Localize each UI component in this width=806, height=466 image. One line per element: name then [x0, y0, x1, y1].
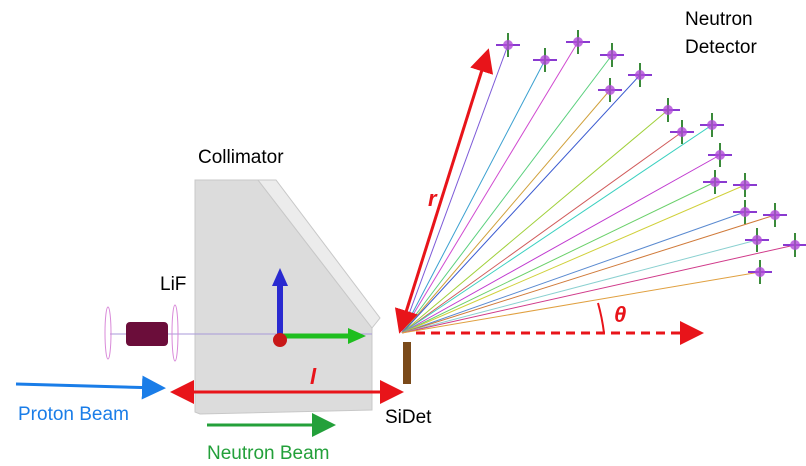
label: Proton Beam: [18, 404, 129, 425]
label: SiDet: [385, 407, 432, 428]
detector-core: [715, 150, 725, 160]
ray: [402, 240, 757, 333]
detector-core: [677, 127, 687, 137]
ray: [402, 132, 682, 333]
detector-core: [710, 177, 720, 187]
detector-core: [663, 105, 673, 115]
label: l: [310, 364, 317, 389]
detector-core: [790, 240, 800, 250]
label: LiF: [160, 274, 186, 295]
origin: [273, 333, 287, 347]
detector-core: [635, 70, 645, 80]
detector-core: [755, 267, 765, 277]
detector-core: [540, 55, 550, 65]
detector-core: [707, 120, 717, 130]
detector-core: [752, 235, 762, 245]
ray: [402, 125, 712, 333]
foil: [105, 307, 111, 359]
ray: [402, 215, 775, 333]
detector-core: [607, 50, 617, 60]
ray: [402, 185, 745, 333]
ray: [402, 110, 668, 333]
detector-core: [740, 207, 750, 217]
label: r: [428, 186, 438, 211]
detector-core: [605, 85, 615, 95]
diagram: Neutron Detector Collimator LiF Proton B…: [0, 0, 806, 466]
detector-fan: [402, 30, 806, 333]
label: Neutron Beam: [207, 443, 330, 464]
foil: [172, 305, 178, 361]
label: Neutron: [685, 9, 753, 30]
ray: [402, 75, 640, 333]
lif-target: [126, 322, 168, 346]
detector-core: [503, 40, 513, 50]
detector-core: [770, 210, 780, 220]
sidet: [403, 342, 411, 384]
page: Neutron Detector Collimator LiF Proton B…: [0, 0, 806, 466]
label: Detector: [685, 37, 757, 58]
ray: [402, 245, 795, 333]
label: Collimator: [198, 147, 284, 168]
detector-core: [573, 37, 583, 47]
detector-core: [740, 180, 750, 190]
proton-arrow: [16, 384, 160, 388]
theta-arc: [598, 303, 604, 333]
collimator: [195, 180, 372, 414]
label: θ: [614, 302, 626, 327]
